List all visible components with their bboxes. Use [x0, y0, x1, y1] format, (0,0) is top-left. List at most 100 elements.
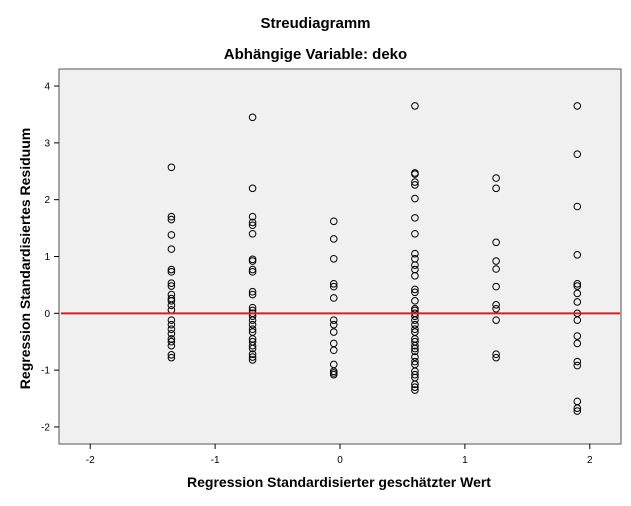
data-point [411, 261, 419, 269]
data-point [248, 113, 257, 122]
data-point [167, 350, 176, 359]
data-point [411, 288, 419, 297]
data-point [411, 370, 419, 379]
data-point [167, 325, 176, 334]
data-point [167, 316, 176, 324]
y-tick-label: -2 [41, 422, 50, 433]
data-point [411, 320, 419, 329]
data-point [329, 370, 338, 379]
data-point [411, 214, 419, 222]
data-point [411, 249, 419, 258]
data-point [411, 297, 419, 305]
y-tick-label: -1 [41, 366, 50, 377]
data-point [329, 217, 338, 226]
data-point [167, 341, 176, 350]
x-tick-label: -2 [86, 455, 95, 466]
data-point [167, 297, 176, 305]
data-point [492, 238, 500, 247]
data-point [167, 163, 176, 172]
data-point [411, 344, 419, 353]
data-point [167, 265, 176, 274]
data-point [411, 347, 419, 356]
y-tick-label: 3 [44, 138, 50, 149]
data-point [167, 245, 176, 253]
data-point [248, 221, 257, 230]
y-tick-label: 2 [44, 195, 50, 206]
data-point [573, 404, 582, 413]
data-point [573, 407, 582, 415]
data-point [411, 357, 419, 366]
data-point [329, 254, 338, 263]
data-point [167, 282, 176, 290]
data-point [573, 339, 582, 348]
data-point [573, 150, 582, 159]
x-axis: -2 -1 0 1 2 [86, 444, 593, 466]
data-points [167, 102, 582, 415]
data-point [167, 353, 176, 362]
data-point [492, 265, 500, 273]
data-point [248, 229, 257, 238]
y-tick-label: 1 [44, 252, 50, 263]
chart-subtitle: Abhängige Variable: deko [223, 46, 408, 63]
data-point [248, 265, 257, 274]
data-point [411, 102, 419, 110]
data-point [248, 218, 257, 227]
data-point [573, 316, 582, 324]
x-axis-label: Regression Standardisierter geschätzter … [187, 474, 491, 490]
data-point [248, 287, 257, 296]
data-point [167, 279, 176, 288]
data-point [411, 316, 419, 324]
y-tick-label: 4 [44, 82, 50, 93]
data-point [329, 320, 338, 329]
data-point [492, 300, 500, 309]
data-point [248, 320, 257, 329]
data-point [248, 257, 257, 265]
data-point [248, 212, 257, 221]
data-point [573, 332, 582, 340]
data-point [573, 357, 582, 366]
data-point [248, 353, 257, 361]
data-point [329, 282, 338, 291]
data-point [248, 325, 257, 334]
data-point [411, 194, 419, 203]
data-point [329, 279, 338, 288]
data-point [573, 102, 582, 110]
plot-area [58, 68, 622, 445]
data-point [411, 325, 419, 334]
data-point [329, 316, 338, 324]
x-tick-label: 0 [337, 455, 343, 466]
data-point [573, 279, 582, 288]
data-point [492, 174, 500, 182]
data-point [167, 215, 176, 224]
data-point [329, 235, 338, 243]
data-point [573, 282, 582, 290]
data-point [329, 294, 338, 302]
data-point [248, 356, 257, 364]
chart-title: Streudiagramm [260, 15, 371, 32]
y-axis: -2 -1 0 1 2 3 4 [41, 82, 59, 433]
x-tick-label: 1 [462, 455, 468, 466]
data-point [248, 341, 257, 350]
data-point [411, 178, 419, 186]
data-point [167, 301, 176, 310]
data-point [411, 380, 419, 389]
data-point [411, 341, 419, 350]
data-point [248, 290, 257, 299]
y-axis-label: Regression Standardisiertes Residuum [17, 128, 33, 389]
x-tick-label: -1 [211, 455, 220, 466]
y-tick-label: 0 [44, 309, 50, 320]
data-point [411, 386, 419, 394]
data-point [248, 268, 257, 276]
data-point [167, 320, 176, 329]
data-point [329, 346, 338, 355]
data-point [167, 329, 176, 338]
data-point [573, 250, 582, 259]
data-point [411, 181, 419, 189]
data-point [492, 350, 500, 359]
data-point [411, 353, 419, 361]
x-tick-label: 2 [587, 455, 593, 466]
data-point [411, 170, 419, 178]
data-point [573, 298, 582, 306]
data-point [492, 353, 500, 362]
